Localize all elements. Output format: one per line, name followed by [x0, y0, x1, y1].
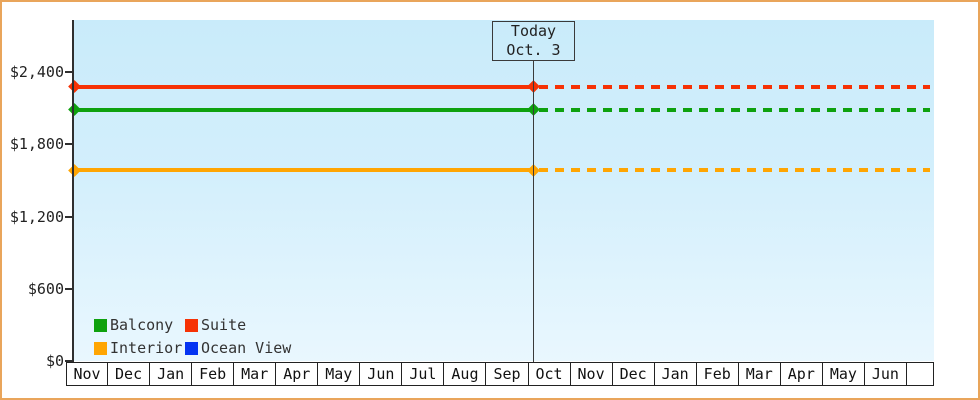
- legend-item-ocean-view: Ocean View: [185, 339, 291, 357]
- month-cell-mar-4: Mar: [234, 363, 277, 385]
- month-cell-may-6: May: [318, 363, 361, 385]
- y-tick-mark: [65, 360, 73, 362]
- y-tick-mark: [65, 287, 73, 290]
- y-tick-label: $600: [27, 279, 64, 298]
- legend-item-interior: Interior: [94, 339, 185, 357]
- month-cell-mar-16: Mar: [739, 363, 781, 385]
- y-tick-mark: [65, 215, 73, 218]
- legend-label: Ocean View: [201, 339, 292, 357]
- legend-swatch-icon: [94, 318, 107, 332]
- month-cell-jan-14: Jan: [655, 363, 697, 385]
- month-cell-jun-19: Jun: [865, 363, 907, 385]
- series-line-interior: [72, 168, 533, 173]
- month-cell-empty: [907, 363, 934, 385]
- today-label: Today: [510, 22, 557, 40]
- y-tick-mark: [65, 71, 73, 74]
- month-cell-aug-9: Aug: [444, 363, 487, 385]
- legend-label: Balcony: [110, 316, 174, 334]
- month-cell-jan-2: Jan: [150, 363, 193, 385]
- month-cell-nov-0: Nov: [66, 363, 109, 385]
- plot-area: [67, 20, 934, 361]
- y-tick-label: $1,200: [9, 207, 64, 226]
- today-date: Oct. 3: [506, 41, 561, 59]
- month-cell-may-18: May: [823, 363, 865, 385]
- today-vertical-line: [533, 61, 534, 362]
- month-cell-apr-5: Apr: [276, 363, 319, 385]
- month-cell-feb-15: Feb: [697, 363, 739, 385]
- series-marker-balcony: [67, 103, 81, 116]
- today-annotation-box: Today Oct. 3: [492, 21, 575, 61]
- series-line-suite: [72, 84, 533, 89]
- legend-label: Suite: [201, 316, 247, 334]
- legend-swatch-icon: [185, 341, 198, 355]
- chart-legend: Balcony Suite Interior Ocean View: [94, 316, 291, 357]
- series-forecast-dashed-balcony: [539, 107, 930, 112]
- legend-item-balcony: Balcony: [94, 316, 185, 334]
- series-marker-interior: [67, 163, 81, 177]
- month-cell-dec-1: Dec: [108, 363, 151, 385]
- y-tick-mark: [65, 143, 73, 146]
- month-cell-nov-12: Nov: [571, 363, 613, 385]
- legend-label: Interior: [110, 339, 183, 357]
- y-tick-label: $0: [45, 352, 64, 370]
- month-cell-jun-7: Jun: [360, 363, 403, 385]
- month-cell-jul-8: Jul: [402, 363, 445, 385]
- month-cell-apr-17: Apr: [781, 363, 823, 385]
- month-cell-oct-11: Oct: [529, 363, 571, 385]
- legend-item-suite: Suite: [185, 316, 291, 334]
- month-cell-sep-10: Sep: [486, 363, 529, 385]
- y-tick-label: $2,400: [9, 63, 64, 82]
- series-marker-suite: [67, 80, 81, 93]
- month-cell-feb-3: Feb: [192, 363, 235, 385]
- legend-swatch-icon: [94, 341, 107, 355]
- legend-swatch-icon: [185, 318, 198, 332]
- series-line-balcony: [72, 107, 533, 112]
- y-tick-label: $1,800: [9, 135, 64, 154]
- series-forecast-dashed-interior: [539, 168, 930, 173]
- series-forecast-dashed-suite: [539, 84, 930, 89]
- month-cell-dec-13: Dec: [613, 363, 655, 385]
- y-axis-line: [72, 20, 74, 363]
- month-axis: Nov Dec Jan Feb Mar Apr May Jun Jul Aug Sep Oct Nov D…: [66, 362, 934, 386]
